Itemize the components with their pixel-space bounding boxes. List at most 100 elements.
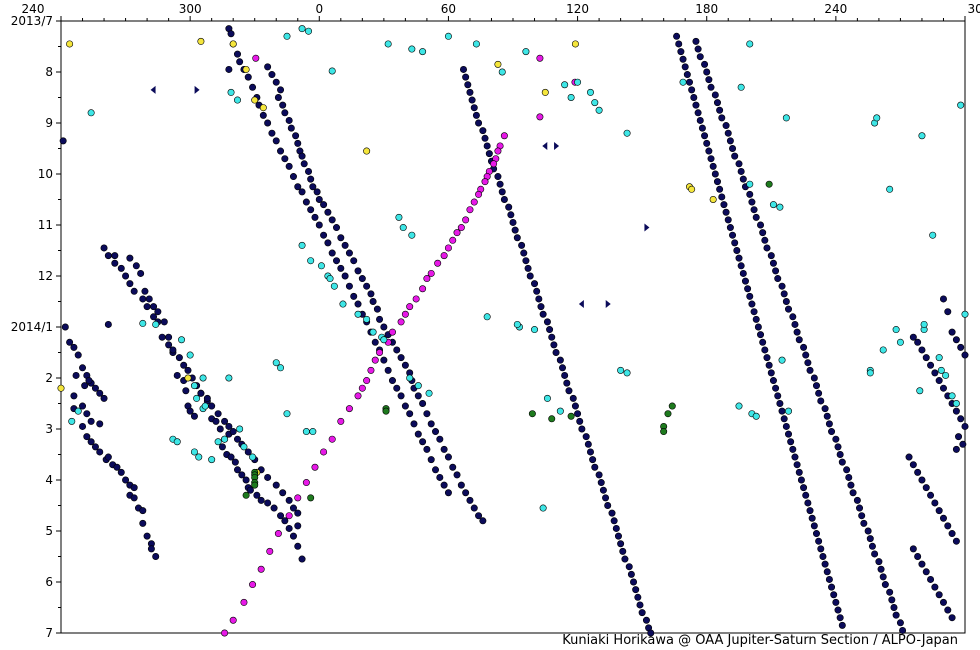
data-point-navy (559, 364, 567, 372)
data-point-navy (735, 160, 743, 168)
data-point-cyan (277, 364, 285, 372)
data-point-navy (350, 292, 358, 300)
data-point-navy (647, 629, 655, 637)
data-point-navy (410, 420, 418, 428)
data-point-navy (531, 280, 539, 288)
data-point-navy (935, 591, 943, 599)
data-point-navy (160, 318, 168, 326)
data-point-navy (287, 124, 295, 132)
data-point-navy (726, 224, 734, 232)
data-point-navy (795, 336, 803, 344)
data-point-cyan (227, 88, 235, 96)
data-point-cyan (952, 399, 960, 407)
data-point-navy (257, 496, 265, 504)
data-point-cyan (369, 328, 377, 336)
data-point-navy (294, 139, 302, 147)
data-point-navy (914, 468, 922, 476)
data-point-green (660, 428, 668, 436)
data-point-navy (165, 333, 173, 341)
data-point-navy (369, 297, 377, 305)
data-point-cyan (617, 366, 625, 374)
data-point-navy (208, 402, 216, 410)
data-point-cyan (879, 346, 887, 354)
data-point-magenta (294, 494, 302, 502)
data-point-navy (79, 402, 87, 410)
data-point-navy (810, 374, 818, 382)
data-point-navy (414, 392, 422, 400)
data-point-navy (877, 565, 885, 573)
data-point-navy (233, 466, 241, 474)
data-point-navy (556, 356, 564, 364)
data-point-navy (388, 377, 396, 385)
data-point-navy (750, 308, 758, 316)
data-point-magenta (427, 269, 435, 277)
data-point-navy (333, 257, 341, 265)
data-point-navy (785, 430, 793, 438)
data-point-navy (100, 244, 108, 252)
data-point-navy (238, 471, 246, 479)
data-point-navy (169, 346, 177, 354)
data-point-navy (373, 305, 381, 313)
data-point-cyan (746, 180, 754, 188)
x-axis: 240 300 0 60 120 180 240 300 (22, 2, 980, 21)
data-point-navy (70, 343, 78, 351)
triangle-right-marker (644, 223, 650, 232)
data-point-navy (778, 282, 786, 290)
data-point-navy (475, 119, 483, 127)
data-point-navy (440, 481, 448, 489)
data-point-yellow (259, 104, 267, 112)
data-point-navy (244, 73, 252, 81)
data-point-green (668, 402, 676, 410)
data-point-navy (918, 476, 926, 484)
data-point-navy (104, 453, 112, 461)
data-point-navy (724, 129, 732, 137)
data-point-navy (264, 473, 272, 481)
data-point-navy (130, 287, 138, 295)
data-point-navy (716, 106, 724, 114)
data-point-magenta (328, 435, 336, 443)
data-point-navy (444, 453, 452, 461)
data-point-navy (137, 269, 145, 277)
data-point-navy (294, 183, 302, 191)
data-point-navy (922, 354, 930, 362)
data-point-navy (117, 468, 125, 476)
data-point-navy (791, 453, 799, 461)
x-tick-label: 240 (22, 2, 45, 16)
data-point-navy (470, 504, 478, 512)
data-point-cyan (380, 336, 388, 344)
data-point-cyan (561, 81, 569, 89)
data-point-navy (815, 389, 823, 397)
data-point-navy (754, 323, 762, 331)
data-point-navy (890, 603, 898, 611)
data-point-navy (459, 65, 467, 73)
data-point-navy (244, 448, 252, 456)
data-point-navy (832, 598, 840, 606)
data-point-cyan (221, 435, 229, 443)
data-point-navy (533, 287, 541, 295)
data-point-navy (838, 621, 846, 629)
data-point-navy (79, 364, 87, 372)
data-point-navy (793, 328, 801, 336)
data-point-navy (748, 300, 756, 308)
data-point-navy (866, 535, 874, 543)
data-point-magenta (440, 252, 448, 260)
data-point-navy (800, 343, 808, 351)
data-point-navy (337, 264, 345, 272)
data-point-navy (122, 476, 130, 484)
data-point-navy (610, 517, 618, 525)
data-point-green (528, 410, 536, 418)
data-point-navy (856, 504, 864, 512)
data-point-navy (427, 420, 435, 428)
data-point-cyan (201, 402, 209, 410)
data-point-navy (150, 303, 158, 311)
data-point-navy (683, 71, 691, 79)
data-point-navy (298, 152, 306, 160)
data-point-yellow (494, 60, 502, 68)
data-point-navy (892, 611, 900, 619)
data-point-navy (328, 249, 336, 257)
data-point-navy (154, 308, 162, 316)
data-point-navy (320, 231, 328, 239)
data-point-cyan (916, 387, 924, 395)
data-point-cyan (567, 94, 575, 102)
data-point-navy (806, 366, 814, 374)
